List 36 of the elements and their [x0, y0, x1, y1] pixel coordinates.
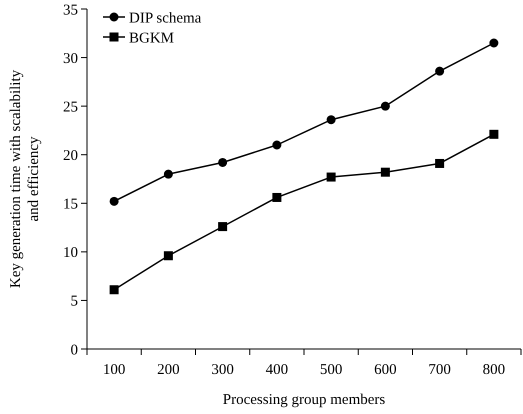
legend-label: DIP schema — [129, 10, 202, 26]
point — [326, 115, 336, 124]
y-tick-label: 15 — [63, 196, 78, 213]
x-tick-label: 400 — [266, 362, 288, 378]
point — [380, 168, 390, 177]
x-tick-label: 800 — [482, 362, 506, 378]
y-tick-label: 25 — [63, 99, 78, 116]
y-axis-title: Key generation time with scalability and efficiency — [8, 69, 42, 288]
x-tick-label: 300 — [211, 362, 234, 378]
point — [489, 130, 498, 139]
y-tick-label: 35 — [63, 2, 78, 18]
point — [435, 158, 444, 168]
y-tick-label: 5 — [70, 294, 78, 310]
y-tick-label: 0 — [70, 342, 78, 358]
x-tick-label: 600 — [374, 362, 397, 378]
point — [218, 158, 228, 167]
legend-label: BGKM — [129, 30, 174, 46]
point — [489, 38, 498, 48]
y-tick-label: 10 — [63, 245, 78, 262]
point — [110, 285, 119, 294]
y-tick-label: 30 — [63, 50, 78, 67]
x-tick-label: 200 — [157, 362, 180, 378]
x-tick-label: 100 — [102, 362, 126, 378]
point — [218, 222, 228, 232]
point — [435, 66, 444, 76]
x-tick-label: 700 — [428, 362, 451, 378]
x-tick-label: 500 — [320, 362, 342, 378]
point — [110, 196, 119, 206]
point — [272, 192, 282, 202]
point — [326, 172, 336, 182]
point — [380, 102, 390, 111]
point — [272, 140, 282, 150]
y-tick-label: 20 — [63, 148, 78, 164]
point — [164, 251, 173, 260]
x-axis-title: Processing group members — [222, 392, 386, 408]
point — [164, 170, 173, 179]
